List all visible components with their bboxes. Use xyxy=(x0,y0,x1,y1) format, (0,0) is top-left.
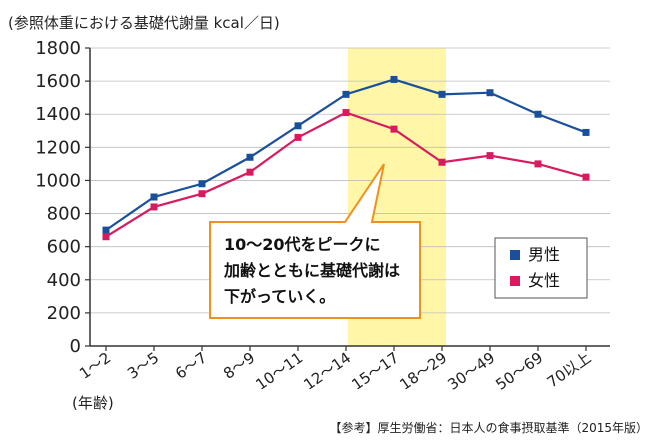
data-point-male xyxy=(150,193,158,201)
x-tick-label: 15～17 xyxy=(348,349,402,394)
data-point-male xyxy=(246,153,254,161)
data-point-male xyxy=(102,226,110,234)
x-axis-unit: (年齢) xyxy=(72,394,114,412)
y-tick-label: 600 xyxy=(47,237,81,258)
series-layer xyxy=(102,75,590,241)
data-point-female xyxy=(534,160,542,168)
legend-marker-male xyxy=(510,250,520,260)
y-axis-ticks: 0 200 400 600 800 1000 1200 1400 1600 1800 xyxy=(35,38,90,357)
y-tick-label: 0 xyxy=(70,336,81,357)
data-point-female xyxy=(390,125,398,133)
series-line-male xyxy=(105,78,587,232)
data-point-male xyxy=(438,90,446,98)
y-tick-label: 1800 xyxy=(35,38,81,59)
x-tick-label: 6～7 xyxy=(172,349,210,383)
y-tick-label: 1600 xyxy=(35,71,81,92)
legend-box xyxy=(494,237,588,299)
x-tick-label: 18～29 xyxy=(396,349,450,394)
legend-label-male: 男性 xyxy=(528,245,560,264)
data-point-male xyxy=(294,122,302,130)
legend-label-female: 女性 xyxy=(528,271,560,290)
data-point-female xyxy=(438,158,446,166)
x-tick-label: 3～5 xyxy=(124,349,162,383)
x-tick-label: 10～11 xyxy=(252,349,306,394)
callout-line-3: 下がっていく。 xyxy=(224,287,335,306)
data-point-male xyxy=(534,110,542,118)
x-tick-label: 12～14 xyxy=(300,349,354,394)
y-tick-label: 1400 xyxy=(35,104,81,125)
data-point-male xyxy=(198,180,206,188)
data-point-male xyxy=(342,90,350,98)
y-tick-label: 800 xyxy=(47,204,81,225)
data-point-male xyxy=(390,75,398,83)
x-tick-label: 30～49 xyxy=(444,349,498,394)
legend-marker-female xyxy=(510,276,520,286)
data-point-female xyxy=(294,133,302,141)
x-tick-label: 70以上 xyxy=(544,349,595,392)
data-point-female xyxy=(246,168,254,176)
legend: 男性 女性 xyxy=(494,237,588,299)
data-point-female xyxy=(198,190,206,198)
data-point-male xyxy=(486,89,494,97)
y-tick-label: 1000 xyxy=(35,170,81,191)
callout-line-2: 加齢とともに基礎代謝は xyxy=(223,261,400,280)
data-point-female xyxy=(102,233,110,241)
x-tick-label: 8～9 xyxy=(220,349,258,383)
x-tick-label: 50～69 xyxy=(492,349,546,394)
data-point-female xyxy=(150,203,158,211)
data-point-male xyxy=(582,128,590,136)
y-tick-label: 200 xyxy=(47,303,81,324)
y-axis-label: (参照体重における基礎代謝量 kcal／日) xyxy=(8,14,280,32)
y-tick-label: 400 xyxy=(47,270,81,291)
callout-line-1: 10～20代をピークに xyxy=(224,235,381,254)
data-point-female xyxy=(486,152,494,160)
x-tick-label: 1～2 xyxy=(76,349,114,383)
y-tick-label: 1200 xyxy=(35,137,81,158)
data-point-female xyxy=(582,173,590,181)
source-note: 【参考】厚生労働省：日本人の食事摂取基準（2015年版） xyxy=(329,420,648,435)
x-axis-ticks: 1～2 3～5 6～7 8～910～1112～1415～1718～2930～4950～… xyxy=(76,346,594,394)
callout: 10～20代をピークに 加齢とともに基礎代謝は 下がっていく。 xyxy=(209,163,421,319)
series-line-female xyxy=(105,111,587,238)
callout-box xyxy=(209,163,421,319)
data-point-female xyxy=(342,109,350,117)
